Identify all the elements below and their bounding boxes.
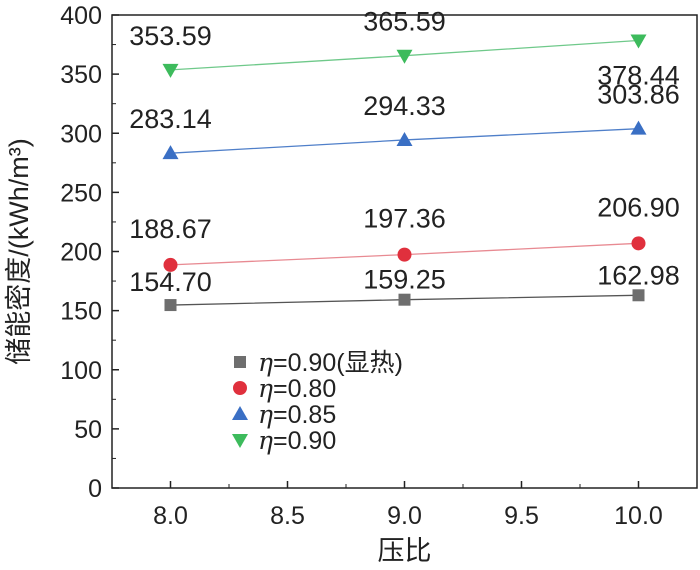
y-tick-label: 300: [60, 120, 102, 148]
series-2: 188.67 197.36 206.90: [129, 192, 680, 272]
legend-marker: [232, 406, 248, 420]
data-label: 365.59: [363, 7, 446, 37]
series-1: 154.70 159.25 162.98: [129, 260, 680, 312]
legend-item: η=0.90(显热): [234, 348, 403, 377]
legend-label: η=0.80: [258, 374, 336, 403]
data-label: 303.86: [597, 80, 680, 110]
data-label: 162.98: [597, 260, 680, 290]
data-label: 206.90: [597, 192, 680, 222]
x-tick-label: 8.5: [270, 502, 305, 530]
data-label: 154.70: [129, 267, 212, 297]
y-tick-label: 0: [88, 475, 102, 503]
data-point: [396, 131, 413, 146]
data-label: 188.67: [129, 214, 212, 244]
data-point: [630, 34, 647, 49]
data-label: 197.36: [363, 204, 446, 234]
data-point: [162, 63, 179, 78]
data-point: [398, 293, 411, 306]
data-label: 294.33: [363, 91, 446, 121]
legend-marker: [232, 434, 248, 448]
series-4: 353.59 365.59 378.44: [129, 7, 680, 91]
x-tick-label: 9.5: [504, 502, 539, 530]
x-axis-title: 压比: [378, 536, 432, 566]
legend-marker: [233, 381, 247, 395]
y-tick-label: 350: [60, 61, 102, 89]
y-tick-label: 150: [60, 298, 102, 326]
legend-item: η=0.85: [232, 400, 336, 429]
legend-marker: [234, 356, 246, 368]
data-point: [162, 145, 179, 160]
legend-item: η=0.80: [233, 374, 336, 403]
data-point: [397, 247, 412, 262]
x-tick-label: 8.0: [153, 502, 188, 530]
data-label: 378.44: [597, 60, 680, 90]
x-tick-label: 9.0: [387, 502, 422, 530]
data-label: 159.25: [363, 265, 446, 295]
data-point: [163, 257, 178, 272]
legend: η=0.90(显热)η=0.80η=0.85η=0.90: [232, 348, 403, 455]
y-tick-label: 250: [60, 179, 102, 207]
series-layer: 154.70 159.25 162.98 188.67 197.36 206.90 283.…: [129, 7, 680, 312]
series-3: 283.14 294.33 303.86: [129, 80, 680, 160]
data-point: [630, 120, 647, 135]
y-tick-label: 50: [74, 416, 102, 444]
data-label: 353.59: [129, 21, 212, 51]
legend-label: η=0.90: [258, 426, 336, 455]
data-label: 283.14: [129, 104, 212, 134]
legend-item: η=0.90: [232, 426, 336, 455]
data-point: [164, 299, 177, 312]
x-axis: 8.0 8.5 9.0 9.5 10.0: [153, 481, 663, 530]
legend-label: η=0.85: [258, 400, 336, 429]
data-point: [396, 49, 413, 64]
y-axis-title: 储能密度/(kWh/m³): [4, 138, 34, 364]
y-tick-label: 100: [60, 357, 102, 385]
data-point: [631, 236, 646, 251]
data-point: [632, 289, 645, 302]
y-axis: 0 50 100 150 200 250 300 350 400: [60, 2, 119, 503]
y-tick-label: 200: [60, 239, 102, 267]
legend-label: η=0.90(显热): [258, 348, 403, 377]
x-tick-label: 10.0: [614, 502, 663, 530]
y-tick-label: 400: [60, 2, 102, 30]
